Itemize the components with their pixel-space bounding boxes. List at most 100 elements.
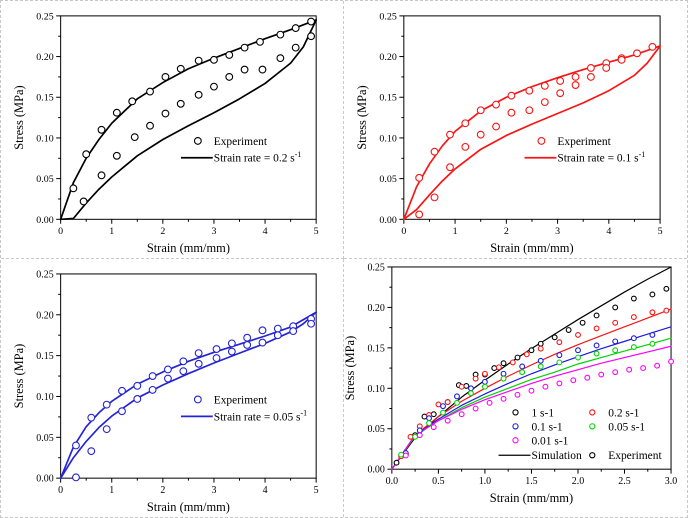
data-point-experiment-upper (97, 125, 106, 134)
y-tick-label: 0.25 (36, 269, 53, 280)
data-point-experiment-lower (194, 359, 203, 368)
y-axis-title: Stress (MPa) (344, 336, 357, 401)
data-point-experiment-0.1s (426, 415, 432, 422)
data-point-experiment-upper (507, 91, 516, 100)
legend-label: Simulation (531, 450, 582, 462)
x-axis-title: Strain (mm/mm) (490, 241, 573, 255)
data-point-experiment-upper (210, 55, 218, 64)
data-point-experiment-lower (307, 32, 316, 41)
data-point-experiment-lower (176, 99, 185, 108)
data-point-experiment-lower (146, 121, 154, 130)
series-line-simulation-0.1s (391, 326, 672, 470)
y-tick-label: 0.15 (367, 343, 384, 354)
data-point-experiment-lower (289, 327, 298, 336)
data-point-experiment-0.1s (500, 370, 507, 377)
x-tick-label: 0 (58, 226, 63, 237)
data-point-experiment-lower (276, 54, 285, 63)
data-point-experiment-0.2s (663, 307, 670, 314)
data-point-experiment-0.05s (481, 383, 488, 390)
data-point-experiment-lower (72, 473, 80, 482)
data-point-experiment-upper (112, 108, 121, 117)
x-tick-label: 3.0 (665, 476, 677, 487)
data-point-experiment-lower (212, 354, 221, 363)
data-point-experiment-0.01s (612, 369, 619, 376)
data-point-experiment-upper (430, 147, 439, 156)
series-line-simulation-upper-branch (402, 45, 661, 221)
data-point-experiment-0.05s (500, 375, 507, 382)
x-tick-label: 5 (314, 226, 319, 237)
x-tick-label: 2 (504, 226, 509, 237)
data-point-experiment-lower (133, 395, 142, 403)
series-line-simulation-0.2s (391, 308, 672, 470)
x-axis-title: Strain (mm/mm) (147, 241, 230, 255)
legend-marker-icon (512, 437, 519, 444)
data-point-experiment-0.2s (575, 331, 581, 338)
data-point-experiment-lower (87, 447, 96, 456)
data-point-experiment-0.05s (537, 363, 544, 370)
y-tick-label: 0.15 (36, 93, 53, 104)
data-point-experiment-upper (176, 64, 185, 73)
data-point-experiment-lower (225, 72, 234, 81)
data-point-experiment-lower (525, 106, 534, 115)
data-point-experiment-0.1s (593, 342, 600, 349)
data-point-experiment-upper (633, 49, 641, 58)
y-tick-label: 0.05 (379, 174, 396, 185)
x-tick-label: 5 (314, 485, 319, 496)
data-point-experiment-0.05s (398, 451, 405, 458)
legend-label: Experiment (557, 136, 611, 148)
data-point-experiment-0.1s (519, 363, 526, 370)
x-tick-label: 4 (263, 485, 268, 496)
data-point-experiment-0.2s (458, 383, 465, 390)
data-point-experiment-lower (118, 407, 126, 416)
data-point-experiment-upper (540, 81, 549, 90)
data-point-experiment-0.1s (467, 385, 474, 392)
data-point-experiment-0.1s (630, 335, 637, 342)
data-point-experiment-lower (258, 65, 267, 74)
data-point-experiment-0.01s (640, 365, 647, 372)
data-point-experiment-0.2s (523, 351, 530, 358)
data-point-experiment-0.05s (467, 390, 474, 397)
y-tick-label: 0.15 (379, 93, 396, 104)
x-tick-label: 3 (211, 485, 216, 496)
data-point-experiment-0.2s (481, 370, 488, 377)
x-tick-label: 3 (211, 226, 216, 237)
data-point-experiment-upper (476, 106, 485, 115)
data-point-experiment-0.05s (426, 420, 432, 427)
x-tick-label: 0 (58, 485, 63, 496)
data-point-experiment-lower (556, 89, 565, 98)
data-point-experiment-lower (79, 197, 88, 206)
x-tick-label: 2 (160, 226, 165, 237)
data-point-experiment-lower (273, 331, 282, 340)
data-point-experiment-lower (243, 341, 252, 349)
x-tick-label: 3 (555, 226, 560, 237)
data-point-experiment-0.01s (514, 391, 521, 398)
data-point-experiment-0.01s (528, 387, 535, 394)
legend-marker-icon (512, 423, 519, 430)
data-point-experiment-lower (430, 193, 439, 202)
data-point-experiment-0.05s (612, 347, 619, 354)
y-tick-label: 0.15 (36, 351, 53, 362)
data-point-experiment-upper (69, 184, 78, 193)
data-point-experiment-0.01s (626, 366, 633, 373)
data-point-experiment-0.01s (430, 424, 437, 431)
data-point-experiment-1s (514, 354, 521, 361)
data-point-experiment-lower (210, 82, 218, 91)
data-point-experiment-upper (243, 333, 252, 342)
data-point-experiment-lower (307, 319, 316, 328)
data-point-experiment-0.05s (519, 369, 526, 376)
data-point-experiment-lower (194, 90, 203, 99)
legend-label: 0.2 s-1 (608, 407, 639, 419)
x-tick-label: 1.0 (479, 476, 491, 487)
legend-label: 0.01 s-1 (531, 435, 568, 447)
data-point-experiment-0.05s (630, 344, 637, 350)
x-tick-label: 1 (453, 226, 458, 237)
y-tick-label: 0.25 (36, 11, 53, 22)
data-point-experiment-upper (492, 100, 500, 109)
plot-frame (60, 273, 317, 479)
data-point-experiment-1s (393, 459, 400, 466)
data-point-experiment-1s (565, 327, 572, 333)
data-point-experiment-1s (579, 319, 586, 326)
x-tick-label: 0.0 (386, 476, 398, 487)
y-tick-label: 0.20 (36, 52, 53, 63)
data-point-experiment-lower (476, 130, 485, 139)
